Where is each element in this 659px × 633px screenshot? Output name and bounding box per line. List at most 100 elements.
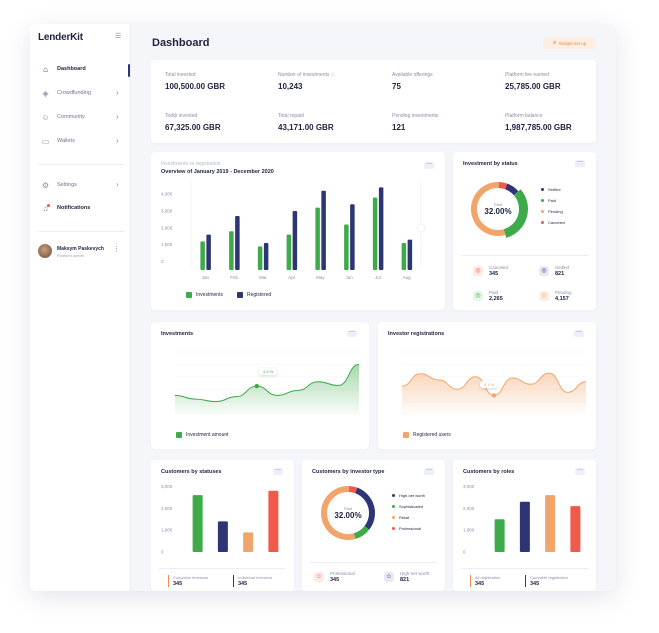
legend-item: Canceled: [541, 220, 565, 225]
more-options-button[interactable]: ···: [273, 467, 283, 475]
stat-label: Platform fee earned: [505, 72, 549, 78]
footer-label: All registration: [475, 575, 501, 580]
sidebar: LenderKit ☰ ⌂ Dashboard ◈ Crowdfunding ›…: [30, 24, 131, 591]
donut-slice-settled: [505, 183, 519, 196]
type-value: 345: [330, 577, 340, 583]
overview-bar-chart: 4,000 3,000 2,000 1,000 0 Jan Feb Mar Apr May Jun J…: [161, 178, 426, 280]
more-options-button[interactable]: ···: [424, 161, 434, 169]
card-subtitle: Investments vs registration: [161, 161, 221, 167]
legend-label: Registered users: [413, 432, 451, 438]
investments-card: Investments ··· 4.3 % Investment amount: [151, 322, 369, 449]
stat-today-invested: Todф invested 67,325.00 GBR: [165, 113, 221, 132]
menu-collapse-icon[interactable]: ☰: [115, 33, 122, 40]
status-value: 821: [555, 271, 565, 277]
sidebar-item-label: Dashboard: [57, 66, 86, 72]
active-indicator: [128, 64, 130, 77]
bar-investments: [257, 246, 263, 270]
stat-total-repaid: Total repaid 43,171.00 GBR: [278, 113, 334, 132]
sidebar-item-notifications[interactable]: ♫ Notifications: [30, 202, 131, 216]
widget-setup-button[interactable]: ⚙ Widget set up: [543, 37, 596, 49]
investment-by-status-card: Investment by status ··· Paid 32.00% Sett…: [453, 152, 596, 310]
legend-label: Sophisticated: [399, 504, 424, 509]
legend-item: Retail: [392, 515, 409, 520]
y-tick-label: 0: [161, 259, 164, 264]
legend-label: Paid: [548, 198, 557, 203]
bar-registered: [407, 239, 413, 270]
donut-slice-pending: [471, 182, 506, 236]
stat-label: Total invested: [165, 72, 196, 78]
chart-legend: Registered users: [403, 432, 451, 438]
bell-icon: ♫: [42, 204, 49, 213]
bar-investments: [286, 234, 292, 270]
donut-center: [478, 189, 518, 229]
sidebar-item-crowdfunding[interactable]: ◈ Crowdfunding ›: [30, 87, 131, 101]
sidebar-item-settings[interactable]: ⚙ Settings ›: [30, 179, 131, 193]
donut-slice-retail: [321, 486, 356, 540]
investments-area-chart: [174, 351, 360, 415]
y-tick-label: 1,000: [463, 528, 475, 533]
donut-center: [328, 493, 368, 533]
bar-investments: [372, 197, 378, 270]
customers-by-roles-card: Customers by roles ··· 3,000 2,000 1,000 0 …: [453, 460, 596, 591]
more-options-button[interactable]: ···: [347, 329, 357, 337]
user-icon: ☺: [384, 572, 394, 582]
x-tick-label: Mar: [259, 275, 267, 280]
more-options-button[interactable]: ···: [575, 467, 585, 475]
more-options-button[interactable]: ···: [424, 467, 434, 475]
stat-value: 100,500.00 GBR: [165, 82, 226, 91]
more-options-button[interactable]: ···: [574, 329, 584, 337]
bar-registered: [321, 190, 326, 270]
stat-value: 43,171.00 GBR: [278, 123, 334, 132]
sidebar-item-dashboard[interactable]: ⌂ Dashboard: [30, 63, 131, 77]
coin-icon: ◎: [473, 266, 483, 276]
stat-label: Total repaid: [278, 113, 304, 119]
sidebar-divider: [38, 164, 124, 165]
layers-icon: ◈: [42, 89, 49, 98]
bar-investments: [315, 207, 320, 270]
card-title: Customers by statuses: [161, 469, 222, 475]
more-vertical-icon[interactable]: ⋮: [113, 246, 120, 253]
bar: [192, 495, 203, 552]
legend-swatch: [403, 432, 409, 438]
type-high-net-worth: ☺ High-net worth 821: [384, 571, 429, 583]
stat-number-of-investments: Number of investments ⓘ 10,243: [278, 72, 335, 91]
donut-slice-high-net-worth: [355, 487, 375, 530]
investor-registrations-card: Investor registrations ··· 4.1 % Registe…: [378, 322, 596, 449]
chevron-right-icon: ›: [116, 112, 119, 121]
footer-value: 345: [238, 581, 248, 587]
avatar[interactable]: [38, 244, 52, 258]
gear-icon: ⚙: [41, 181, 50, 190]
bar: [268, 490, 279, 552]
donut-center-value: 32.00%: [334, 511, 361, 520]
y-tick-label: 3,000: [161, 484, 173, 489]
sidebar-item-community[interactable]: ☺ Community ›: [30, 111, 131, 125]
legend-item: High-net worth: [392, 493, 425, 498]
bar-registered: [206, 234, 211, 270]
legend-label: Retail: [399, 515, 410, 520]
legend-dot: [541, 210, 544, 213]
footer-value: 345: [530, 581, 540, 587]
status-canceled: ◎ Canceled 345: [473, 265, 508, 277]
status-label: Paid: [489, 290, 499, 295]
legend-dot: [541, 188, 544, 191]
y-tick-label: 3,000: [463, 484, 475, 489]
legend-item: Settled: [541, 187, 560, 192]
footer-label: Individual Investors: [238, 575, 273, 580]
customers-statuses-bar-chart: 3,000 2,000 1,000 0: [161, 484, 279, 555]
legend-label: Settled: [548, 187, 561, 192]
customers-roles-bar-chart: 3,000 2,000 1,000 0: [463, 484, 581, 555]
sidebar-item-wallets[interactable]: ▭ Wallets ›: [30, 135, 131, 149]
donut-center-label: Paid: [344, 506, 352, 511]
legend-swatch: [186, 292, 192, 298]
stat-value: 1,987,785.00 GBR: [505, 123, 572, 132]
stat-value: 121: [392, 123, 406, 132]
bar-investments: [229, 231, 234, 270]
users-icon: ☺: [41, 113, 50, 122]
info-icon[interactable]: ⓘ: [330, 72, 335, 77]
type-value: 821: [400, 577, 410, 583]
user-icon: ☺: [314, 572, 324, 582]
more-options-button[interactable]: ···: [575, 159, 585, 167]
card-title: Overview of January 2019 - December 2020: [161, 169, 274, 175]
card-title: Investment by status: [463, 161, 518, 167]
